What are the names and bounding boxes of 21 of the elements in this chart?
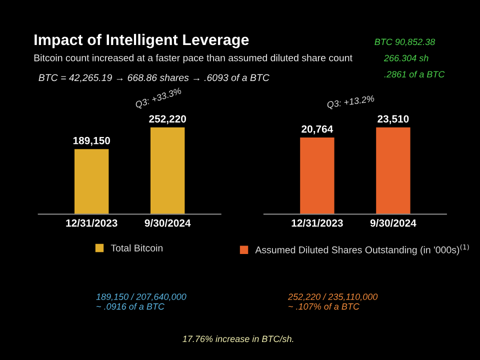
text: BTC = 42,265.19 → 668.86 shares → .6093 of a BTC [38,74,270,82]
x-tick-label: 9/30/2024 [144,219,191,227]
legend-label: Total Bitcoin [110,244,162,252]
x-tick-label: 12/31/2023 [292,219,343,227]
data-label: 20,764 [302,125,334,134]
chart-title: Impact of Intelligent Leverage [34,34,249,48]
text: Q3: +13.2% [326,95,375,110]
text: BTC 90,852.38 [374,38,436,46]
text: Q3: +33.3% [134,87,182,110]
chart-subtitle: Bitcoin count increased at a faster pace than assumed diluted share count [34,54,352,64]
text: .2861 of a BTC [384,70,445,78]
text: 189,150 / 207,640,000 ~ .0916 of a BTC [96,293,186,310]
data-label: 189,150 [73,136,110,146]
data-label: 252,220 [149,115,186,124]
x-tick-label: 9/30/2024 [370,219,416,227]
text: 252,220 / 235,110,000 ~ .107% of a BTC [288,293,378,310]
legend-label: Assumed Diluted Shares Outstanding (in '000s)$^{(1)}$ [255,244,469,256]
data-label: 23,510 [378,115,409,124]
text: 17.76% increase in BTC/sh. [182,335,294,342]
x-tick-label: 12/31/2023 [66,219,118,227]
text: 266.304 sh [384,54,428,62]
